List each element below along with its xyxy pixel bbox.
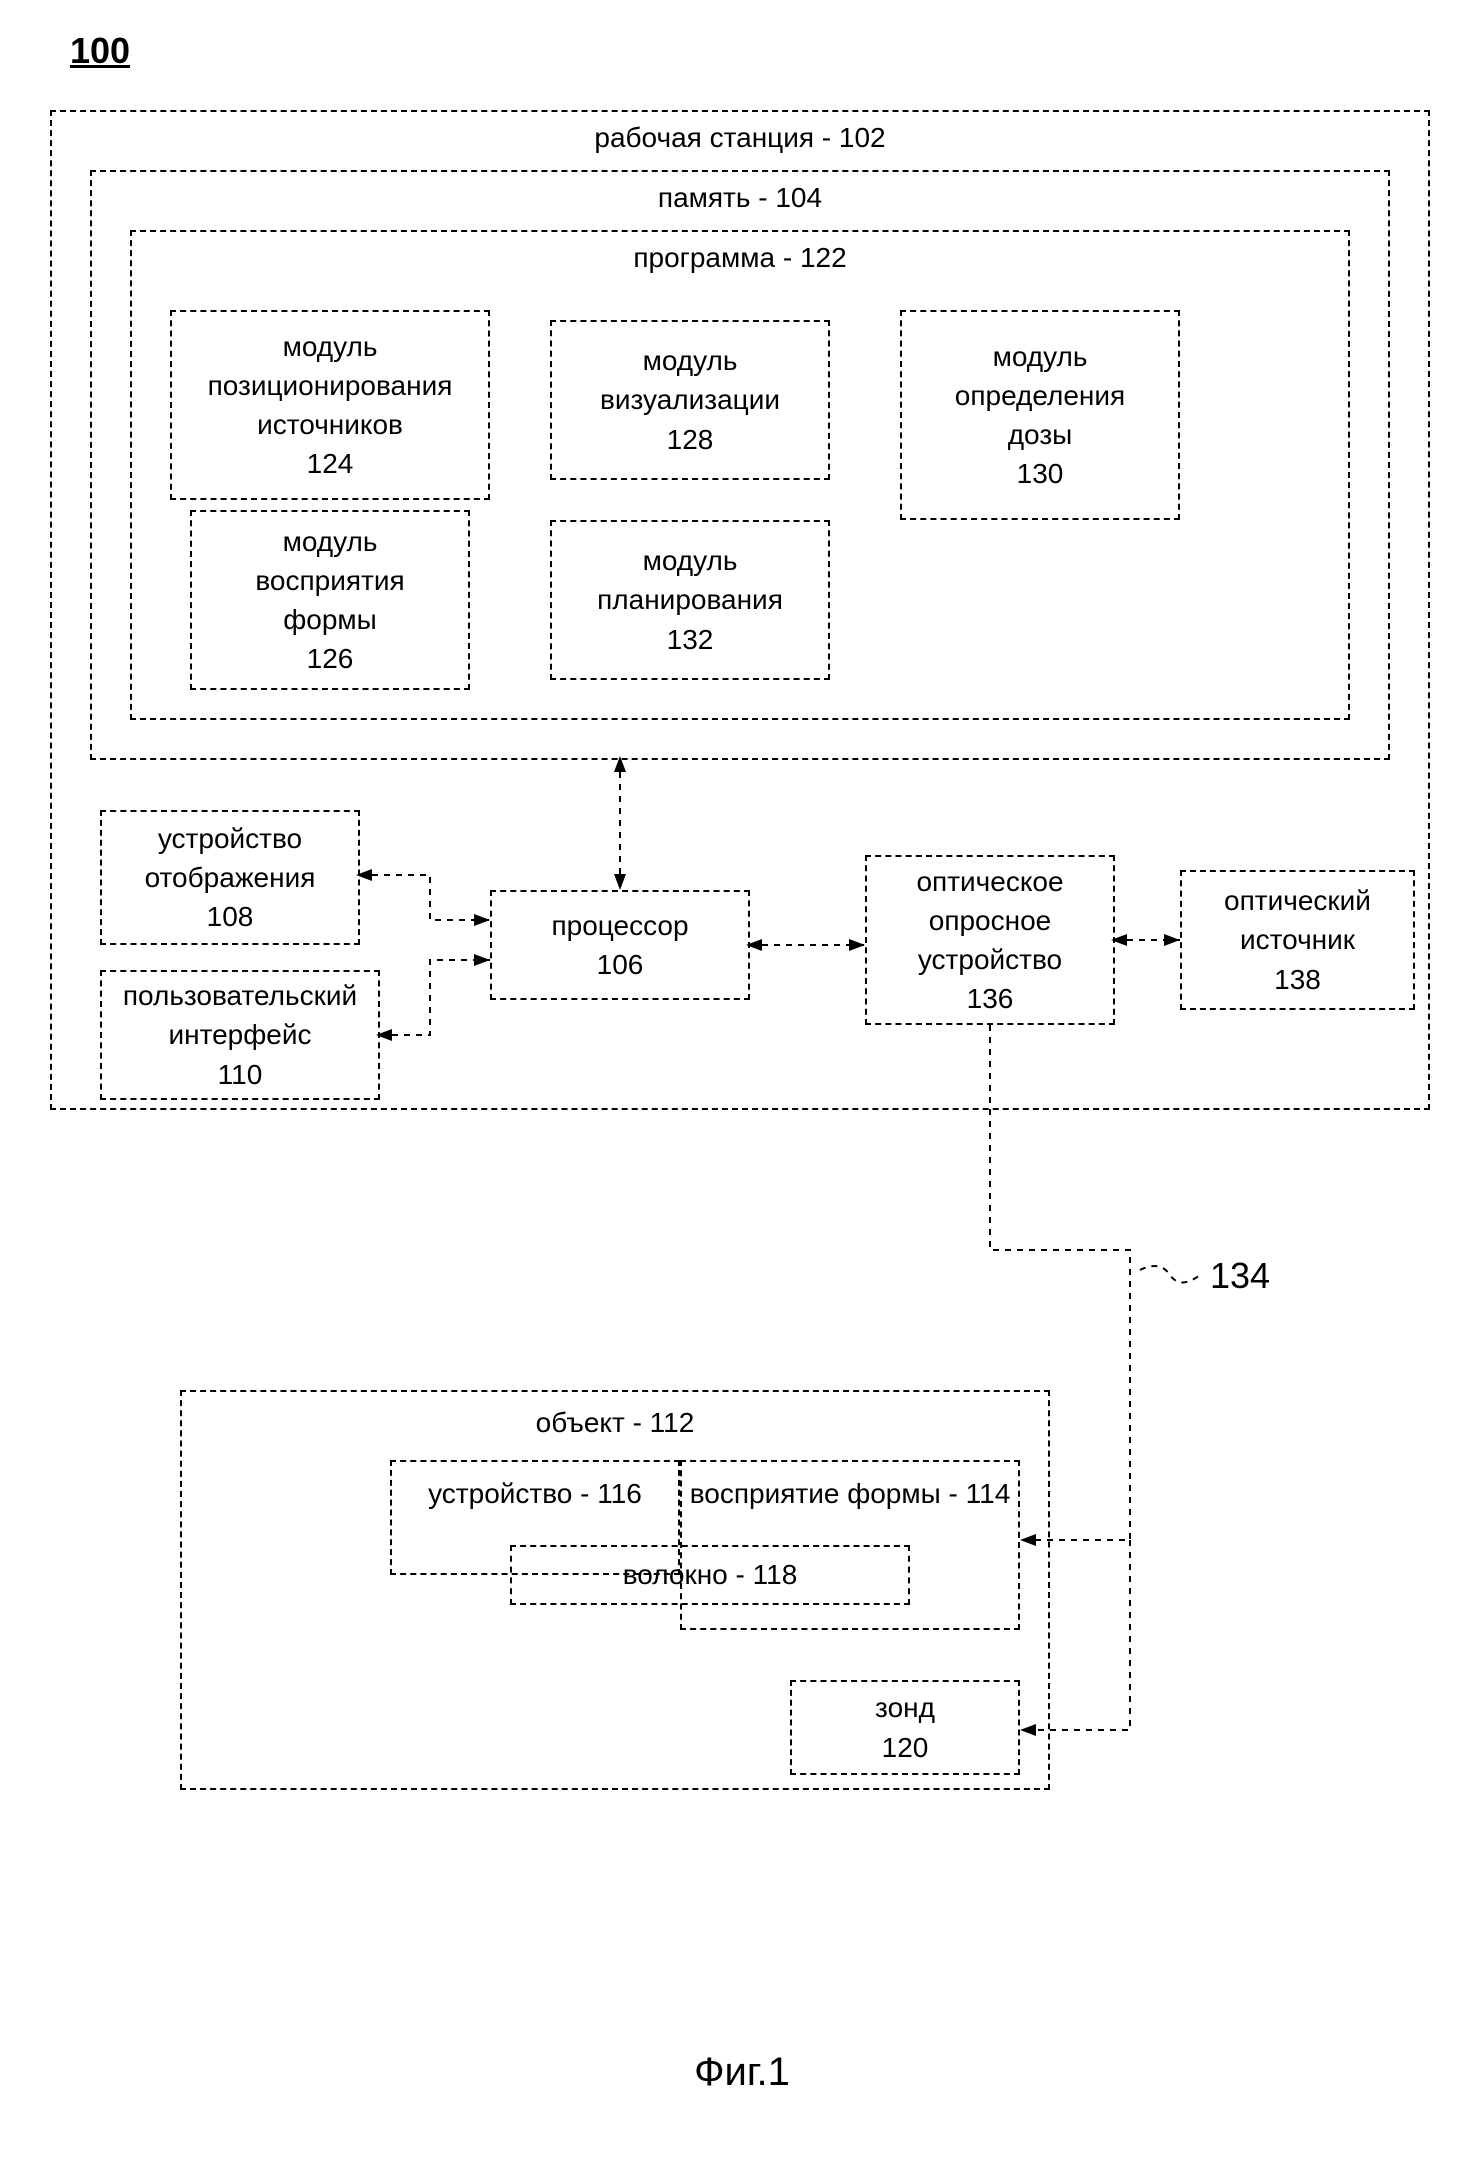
label-memory: память - 104 bbox=[92, 182, 1388, 214]
content-mod-positioning: модуль позиционирования источников 124 bbox=[172, 312, 488, 498]
content-mod-dose: модуль определения дозы 130 bbox=[902, 312, 1178, 518]
label-workstation: рабочая станция - 102 bbox=[52, 122, 1428, 154]
box-optical-interrogation: оптическое опросное устройство 136 bbox=[865, 855, 1115, 1025]
content-display: устройство отображения 108 bbox=[102, 812, 358, 943]
content-probe: зонд 120 bbox=[792, 1682, 1018, 1773]
content-mod-shape: модуль восприятия формы 126 bbox=[192, 512, 468, 688]
box-processor: процессор 106 bbox=[490, 890, 750, 1000]
label-program: программа - 122 bbox=[132, 242, 1348, 274]
content-ui: пользовательский интерфейс 110 bbox=[102, 972, 378, 1098]
content-processor: процессор 106 bbox=[492, 892, 748, 998]
box-display: устройство отображения 108 bbox=[100, 810, 360, 945]
content-optical-interrogation: оптическое опросное устройство 136 bbox=[867, 857, 1113, 1023]
callout-134: 134 bbox=[1210, 1255, 1270, 1297]
box-optical-source: оптический источник 138 bbox=[1180, 870, 1415, 1010]
content-mod-visualization: модуль визуализации 128 bbox=[552, 322, 828, 478]
content-mod-planning: модуль планирования 132 bbox=[552, 522, 828, 678]
figure-caption: Фиг.1 bbox=[0, 2050, 1484, 2095]
box-mod-positioning: модуль позиционирования источников 124 bbox=[170, 310, 490, 500]
content-optical-source: оптический источник 138 bbox=[1182, 872, 1413, 1008]
label-object: объект - 112 bbox=[182, 1407, 1048, 1439]
box-probe: зонд 120 bbox=[790, 1680, 1020, 1775]
box-mod-dose: модуль определения дозы 130 bbox=[900, 310, 1180, 520]
box-mod-shape: модуль восприятия формы 126 bbox=[190, 510, 470, 690]
box-ui: пользовательский интерфейс 110 bbox=[100, 970, 380, 1100]
box-mod-planning: модуль планирования 132 bbox=[550, 520, 830, 680]
figure-number: 100 bbox=[70, 30, 130, 72]
content-fiber: волокно - 118 bbox=[512, 1547, 908, 1603]
box-mod-visualization: модуль визуализации 128 bbox=[550, 320, 830, 480]
box-fiber: волокно - 118 bbox=[510, 1545, 910, 1605]
